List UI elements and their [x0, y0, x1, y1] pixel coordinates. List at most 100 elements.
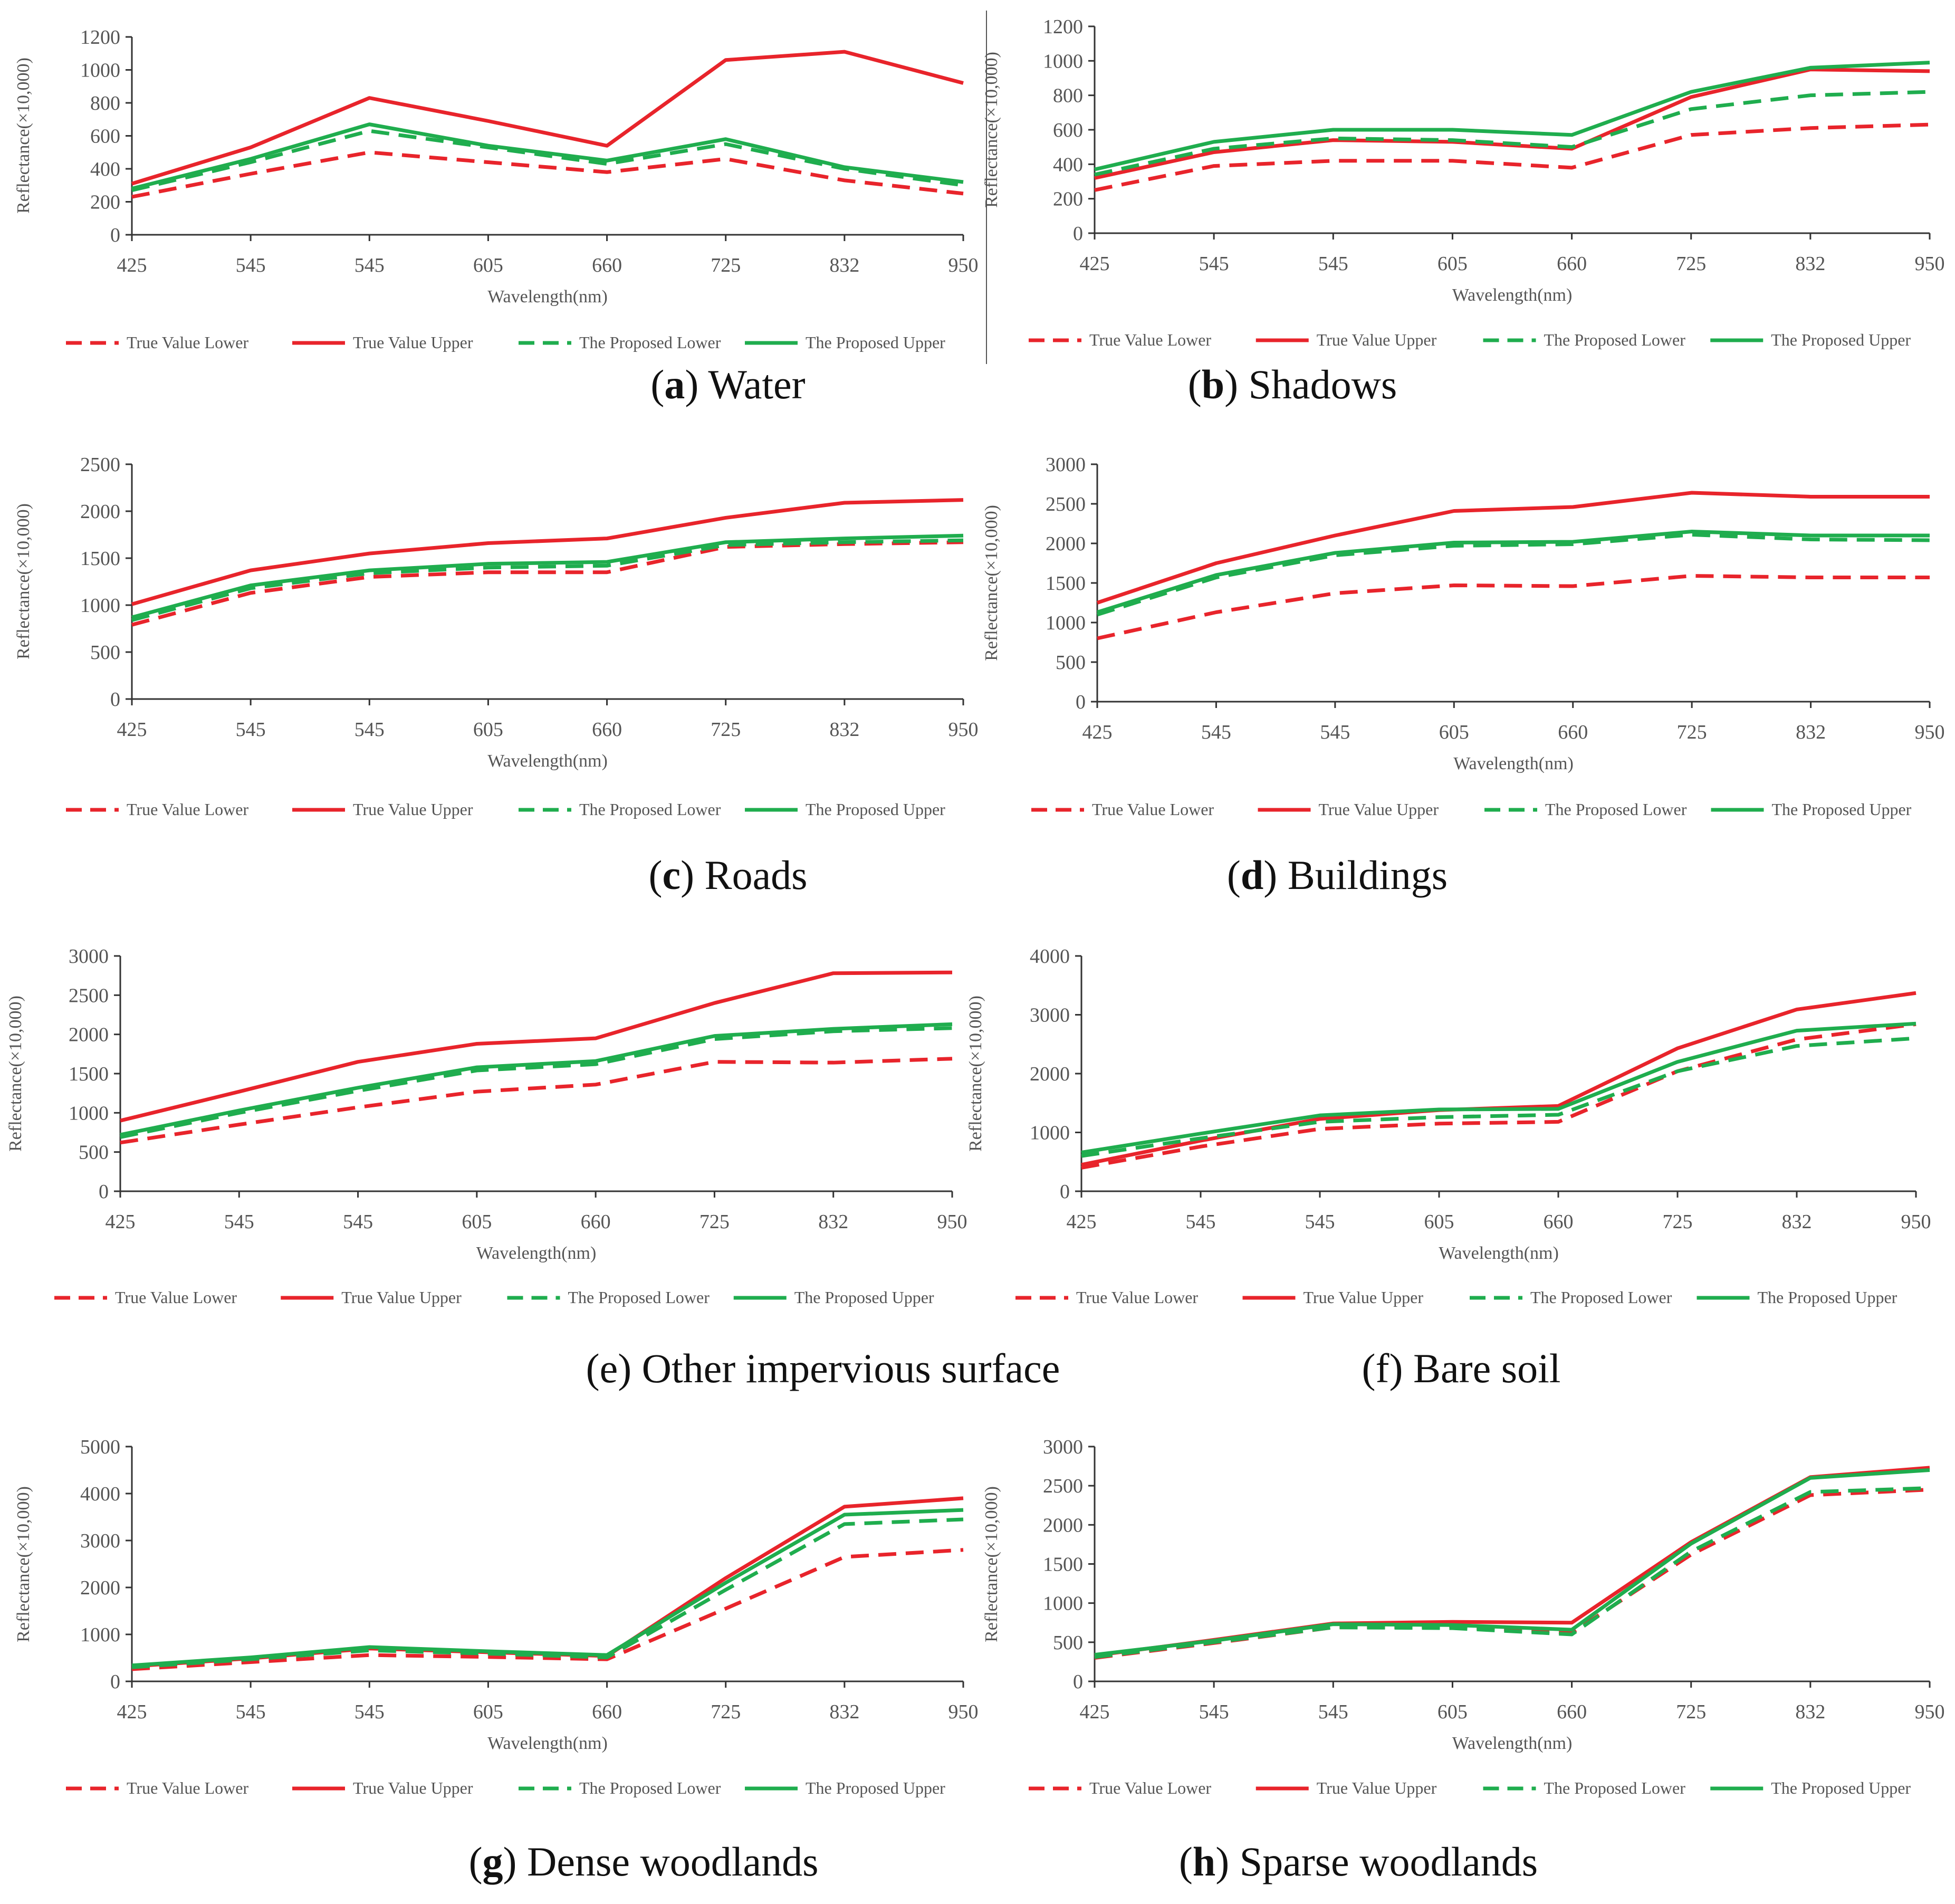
caption-letter: f [1376, 1345, 1389, 1391]
y-tick-label: 1500 [1046, 572, 1086, 595]
x-tick-label: 425 [1080, 1701, 1110, 1723]
series-line-the-proposed-upper [1096, 530, 1930, 614]
x-tick-label: 545 [1320, 721, 1350, 743]
caption-letter: b [1202, 361, 1224, 407]
series-line-true-value-upper [131, 498, 964, 606]
chart-panel-h: 0 500 1000 1500 2000 2500 3000 425 545 545 605 660 7… [982, 1436, 1945, 1884]
series-line-true-value-lower [131, 150, 964, 199]
caption-paren-open: ( [1362, 1345, 1376, 1391]
x-tick-label: 605 [1437, 1701, 1468, 1723]
y-tick-label: 1500 [1043, 1554, 1083, 1576]
x-axis-title: Wavelength(nm) [487, 751, 608, 771]
x-axis-title: Wavelength(nm) [1452, 1734, 1573, 1753]
legend-label: The Proposed Lower [1544, 330, 1686, 349]
chart-panel-d: 0 500 1000 1500 2000 2500 3000 425 545 545 605 660 7… [982, 454, 1945, 898]
caption-letter: h [1193, 1839, 1215, 1884]
x-tick-label: 545 [1201, 721, 1231, 743]
legend-label: True Value Upper [1319, 800, 1439, 819]
y-tick-label: 500 [1053, 1632, 1083, 1654]
caption-letter: d [1241, 852, 1263, 898]
x-tick-label: 605 [462, 1211, 492, 1233]
y-tick-label: 0 [110, 1671, 120, 1693]
series-line-true-value-upper [1094, 68, 1930, 180]
series-line-the-proposed-upper [1081, 1021, 1916, 1154]
y-axis-title: Reflectance(×10,000) [6, 996, 25, 1152]
y-tick-label: 2000 [1030, 1063, 1070, 1085]
legend-label: True Value Lower [1092, 800, 1214, 819]
legend-label: True Value Upper [341, 1288, 462, 1307]
x-tick-label: 832 [1795, 1701, 1825, 1723]
legend-label: The Proposed Upper [794, 1288, 934, 1307]
series-line-true-value-upper [120, 970, 953, 1123]
y-tick-label: 1200 [80, 26, 120, 49]
caption-text: ) Dense woodlands [503, 1839, 819, 1884]
x-axis-title: Wavelength(nm) [476, 1243, 597, 1263]
caption-paren-open: ( [586, 1345, 600, 1391]
x-tick-label: 545 [1199, 253, 1229, 275]
chart-panel-c: 0 500 1000 1500 2000 2500 425 545 545 605 660 725 83… [14, 454, 979, 898]
legend-label: The Proposed Upper [1758, 1288, 1897, 1307]
y-tick-label: 0 [110, 224, 120, 246]
x-tick-label: 950 [1915, 721, 1945, 743]
x-tick-label: 950 [948, 254, 979, 276]
caption-text: ) Water [685, 361, 805, 407]
series-line-the-proposed-upper [1094, 1468, 1930, 1657]
caption-letter: e [600, 1345, 618, 1391]
series-line-true-value-lower [131, 540, 964, 627]
panel-caption: (d) Buildings [1227, 852, 1448, 898]
legend-label: The Proposed Lower [568, 1288, 710, 1307]
legend-label: True Value Lower [1089, 330, 1211, 349]
legend-label: The Proposed Upper [806, 800, 945, 819]
x-tick-label: 425 [106, 1211, 136, 1233]
legend-label: The Proposed Lower [1545, 800, 1687, 819]
series-line-the-proposed-lower [1094, 90, 1930, 177]
legend-label: True Value Upper [353, 800, 473, 819]
y-tick-label: 2000 [1043, 1514, 1083, 1536]
y-tick-label: 400 [1053, 154, 1083, 176]
x-tick-label: 950 [1915, 253, 1945, 275]
chart-panel-f: 0 1000 2000 3000 4000 425 545 545 605 660 725 832 95… [966, 945, 1931, 1391]
series-line-the-proposed-upper [1094, 61, 1930, 171]
x-tick-label: 660 [1557, 1701, 1587, 1723]
y-tick-label: 3000 [1043, 1436, 1083, 1458]
y-tick-label: 800 [90, 92, 120, 114]
y-tick-label: 4000 [80, 1483, 120, 1505]
panel-caption: (h) Sparse woodlands [1179, 1839, 1538, 1884]
x-tick-label: 545 [1186, 1211, 1216, 1233]
legend-label: The Proposed Upper [806, 333, 945, 352]
series-line-the-proposed-lower [1096, 533, 1930, 617]
x-tick-label: 725 [1676, 253, 1706, 275]
y-tick-label: 1000 [1043, 1593, 1083, 1615]
x-tick-label: 950 [948, 1701, 979, 1723]
y-axis-title: Reflectance(×10,000) [14, 58, 33, 214]
y-tick-label: 200 [1053, 188, 1083, 211]
x-tick-label: 725 [711, 254, 741, 276]
x-tick-label: 832 [1796, 721, 1826, 743]
y-tick-label: 1000 [80, 1624, 120, 1646]
series-line-the-proposed-upper [131, 533, 964, 619]
caption-text: ) Roads [681, 852, 807, 898]
x-tick-label: 545 [354, 254, 385, 276]
y-tick-label: 0 [99, 1181, 109, 1203]
caption-letter: c [662, 852, 681, 898]
legend-label: True Value Upper [353, 1778, 473, 1797]
y-tick-label: 0 [110, 688, 120, 711]
y-tick-label: 1200 [1043, 16, 1083, 38]
chart-panel-g: 0 1000 2000 3000 4000 5000 425 545 545 605 660 725 8… [14, 1436, 979, 1884]
y-tick-label: 1000 [1046, 612, 1086, 634]
y-tick-label: 500 [1056, 652, 1086, 674]
y-tick-label: 1500 [69, 1063, 109, 1085]
x-tick-label: 605 [473, 254, 503, 276]
legend-label: True Value Lower [127, 333, 248, 352]
legend-label: True Value Lower [127, 800, 248, 819]
y-tick-label: 400 [90, 158, 120, 180]
x-tick-label: 425 [1080, 253, 1110, 275]
caption-text: ) Buildings [1263, 852, 1448, 898]
x-axis-title: Wavelength(nm) [1439, 1243, 1559, 1263]
y-tick-label: 4000 [1030, 945, 1070, 968]
y-tick-label: 3000 [1046, 454, 1086, 476]
series-line-the-proposed-upper [131, 122, 964, 190]
x-tick-label: 660 [1558, 721, 1588, 743]
caption-paren-open: ( [650, 361, 664, 407]
caption-text: ) Sparse woodlands [1215, 1839, 1538, 1884]
